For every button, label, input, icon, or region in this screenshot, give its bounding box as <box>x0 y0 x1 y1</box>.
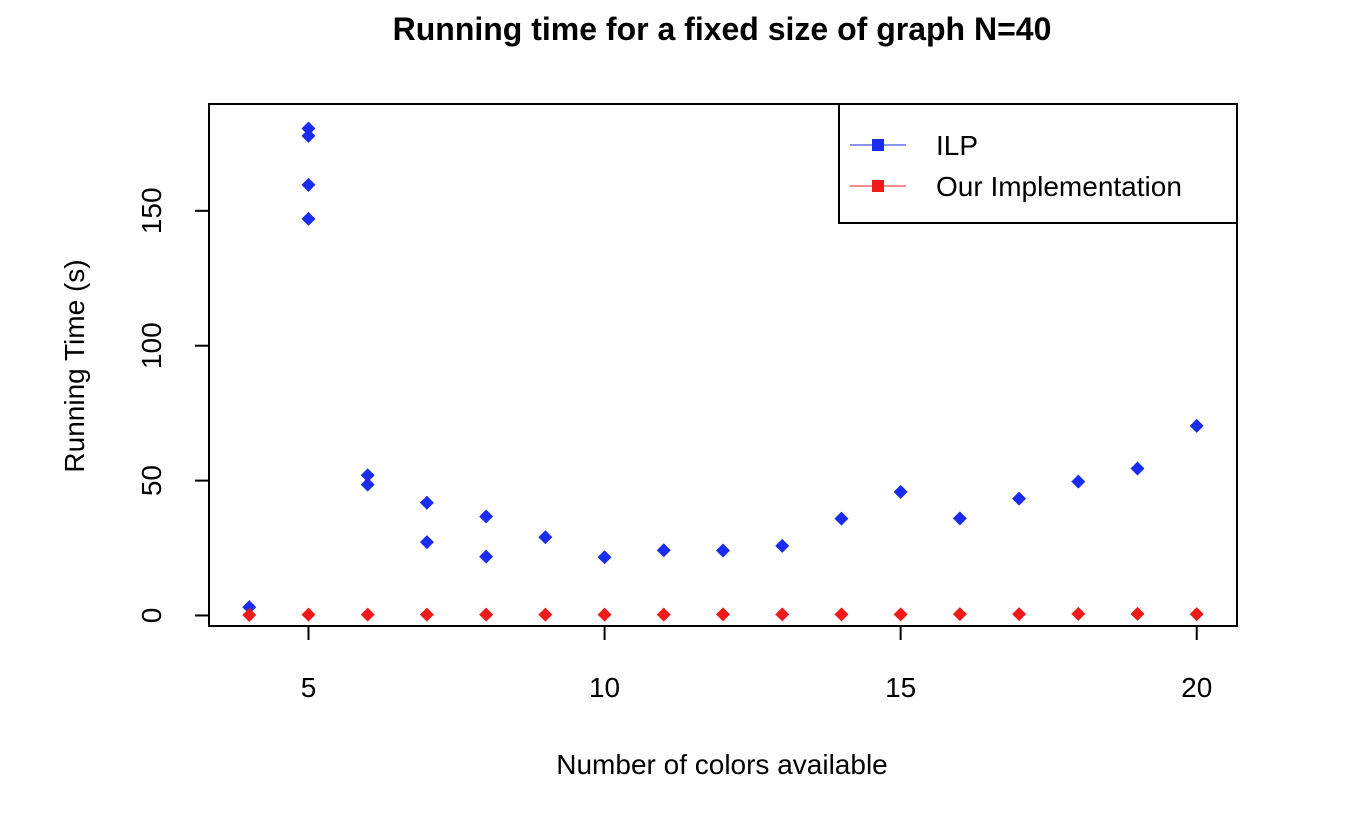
data-point <box>301 211 316 226</box>
data-point <box>479 509 494 524</box>
data-point <box>419 607 434 622</box>
y-tick-label: 0 <box>136 608 167 624</box>
y-tick-label: 50 <box>136 465 167 496</box>
data-point <box>1012 491 1027 506</box>
data-point <box>1130 461 1145 476</box>
legend: ILP Our Implementation <box>838 103 1238 224</box>
legend-label: ILP <box>936 130 978 161</box>
chart-title: Running time for a fixed size of graph N… <box>393 11 1052 47</box>
data-point <box>1071 474 1086 489</box>
data-point <box>242 607 257 622</box>
legend-items: ILP Our Implementation <box>850 130 1182 202</box>
y-tick-label: 100 <box>136 322 167 369</box>
data-point <box>775 607 790 622</box>
data-point <box>597 550 612 565</box>
data-point <box>419 535 434 550</box>
data-point <box>656 543 671 558</box>
x-axis: 5 10 15 20 <box>301 625 1212 703</box>
data-point <box>419 495 434 510</box>
x-axis-label: Number of colors available <box>556 749 888 780</box>
data-point <box>301 177 316 192</box>
y-axis-label: Running Time (s) <box>59 259 90 472</box>
data-point <box>834 511 849 526</box>
data-point <box>775 538 790 553</box>
data-point <box>479 607 494 622</box>
data-point <box>893 607 908 622</box>
data-point <box>301 607 316 622</box>
legend-marker <box>872 180 884 192</box>
series-1 <box>242 606 1204 622</box>
data-point <box>952 607 967 622</box>
data-point <box>301 121 316 136</box>
data-point <box>538 607 553 622</box>
series-0 <box>242 121 1204 615</box>
data-point <box>301 128 316 143</box>
data-point <box>1012 607 1027 622</box>
y-axis: 0 50 100 150 <box>136 187 210 624</box>
x-tick-label: 5 <box>301 672 317 703</box>
data-point <box>1189 418 1204 433</box>
data-point <box>1130 606 1145 621</box>
data-point <box>1071 606 1086 621</box>
data-point <box>716 607 730 622</box>
data-point <box>538 530 553 545</box>
data-point <box>1189 607 1204 622</box>
x-tick-label: 10 <box>589 672 620 703</box>
legend-label: Our Implementation <box>936 171 1182 202</box>
data-points <box>242 121 1204 622</box>
data-point <box>716 543 730 558</box>
data-point <box>656 607 671 622</box>
data-point <box>597 607 612 622</box>
data-point <box>360 468 375 483</box>
data-point <box>834 607 849 622</box>
x-tick-label: 20 <box>1181 672 1212 703</box>
data-point <box>952 511 967 526</box>
legend-marker <box>872 139 884 151</box>
data-point <box>360 607 375 622</box>
data-point <box>479 549 494 564</box>
x-tick-label: 15 <box>885 672 916 703</box>
data-point <box>242 600 257 615</box>
data-point <box>893 484 908 499</box>
legend-frame <box>838 103 1238 224</box>
y-tick-label: 150 <box>136 187 167 234</box>
data-point <box>360 477 375 492</box>
